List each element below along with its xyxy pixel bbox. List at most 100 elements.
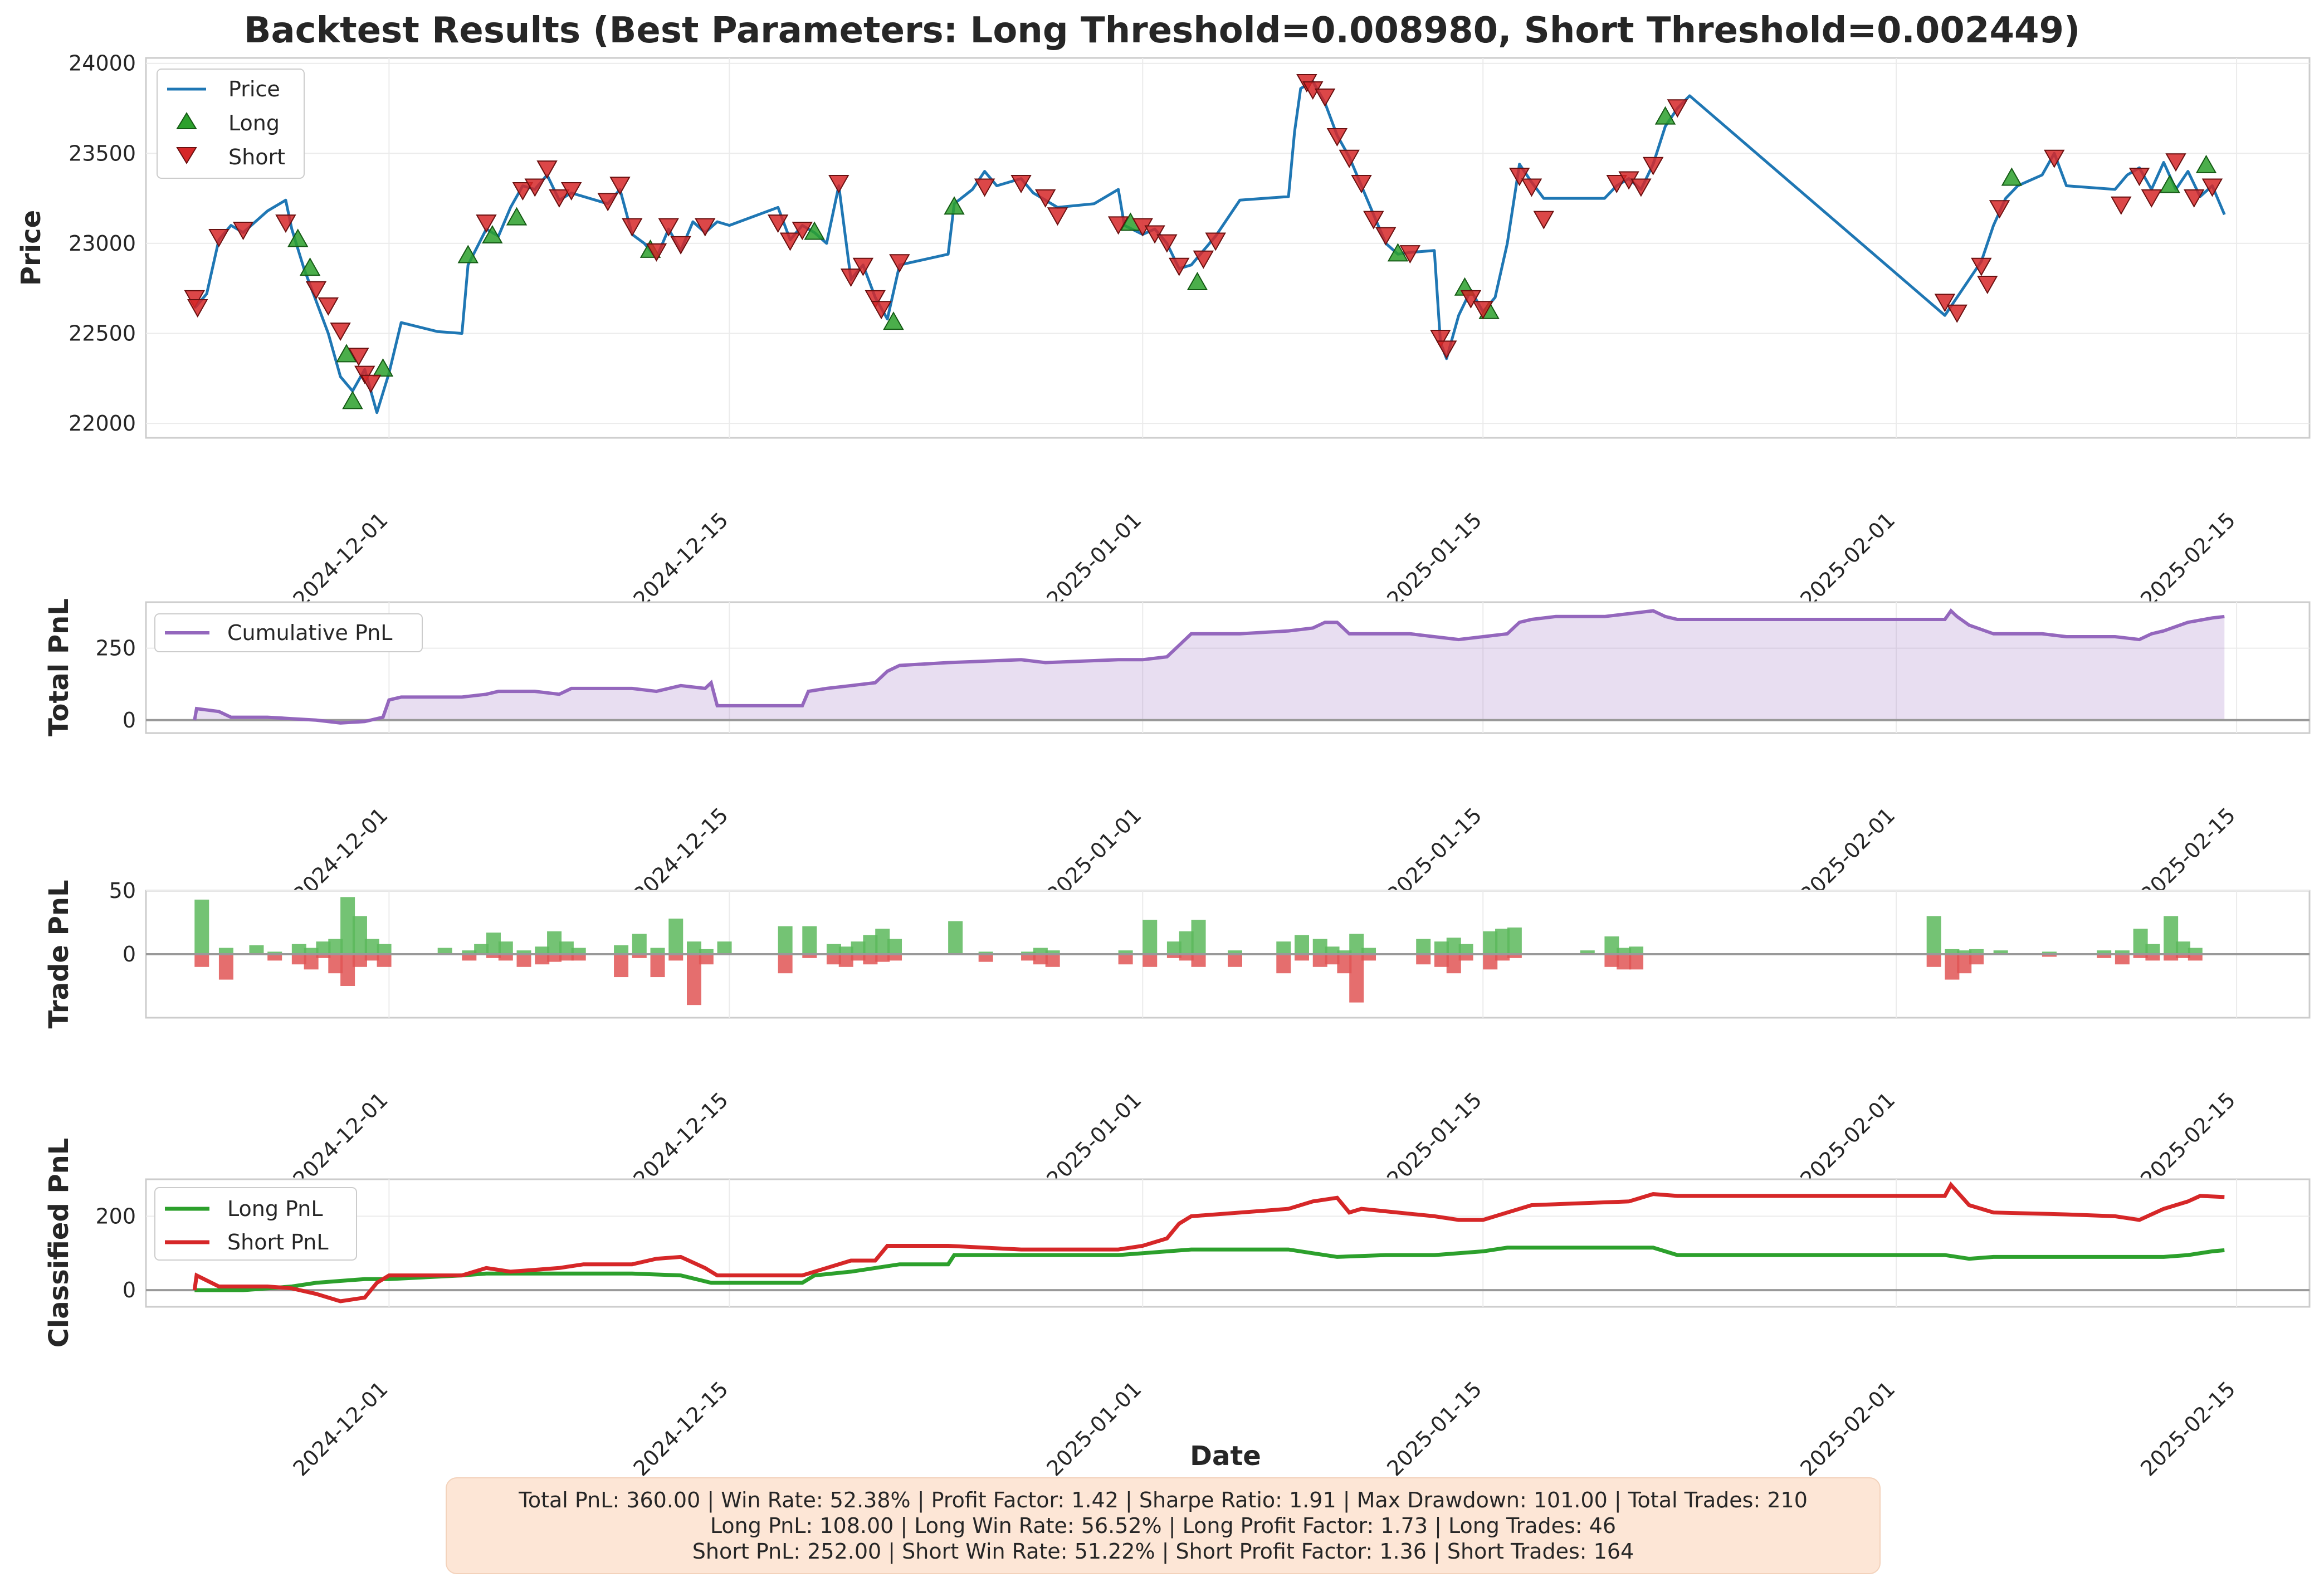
short-marker — [1375, 227, 1397, 246]
short-marker — [330, 323, 351, 341]
trade-bar-positive — [559, 941, 574, 954]
trade-bar-negative — [1045, 954, 1060, 967]
trade-bar-positive — [1337, 950, 1352, 954]
trade-bar-negative — [1033, 954, 1048, 965]
trade-bar-positive — [1495, 929, 1510, 954]
trade-bar-negative — [2164, 954, 2179, 961]
short-marker — [1971, 257, 1992, 276]
x-tick-label: 2025-01-01 — [1042, 1376, 1146, 1481]
trade-bar-negative — [887, 954, 902, 961]
trade-bar-positive — [516, 950, 531, 954]
short-marker — [1977, 276, 1998, 295]
long-marker — [287, 228, 309, 247]
long-marker — [2001, 167, 2023, 186]
short-marker — [1144, 225, 1165, 244]
trade-bar-positive — [1021, 951, 1036, 954]
trade-bar-negative — [668, 954, 683, 961]
trade-bar-positive — [2115, 950, 2130, 954]
summary-line-short: Short PnL: 252.00 | Short Win Rate: 51.2… — [692, 1539, 1634, 1564]
trade-bar-positive — [1349, 934, 1364, 954]
short-marker — [2044, 149, 2065, 168]
short-marker — [889, 254, 910, 273]
short-marker — [1351, 175, 1372, 194]
trade-bar-positive — [291, 944, 306, 954]
trade-bar-positive — [328, 939, 343, 954]
trade-bar-negative — [1926, 954, 1941, 967]
y-tick-label: 23500 — [69, 141, 136, 165]
trade-bar-positive — [1143, 920, 1158, 954]
trade-bar-negative — [2145, 954, 2160, 961]
trade-bar-positive — [249, 945, 264, 954]
trade-bar-positive — [2042, 951, 2057, 954]
trade-bar-negative — [218, 954, 233, 980]
trade-bar-negative — [778, 954, 793, 974]
trade-bar-negative — [1118, 954, 1133, 965]
short-marker — [2183, 189, 2205, 208]
short-marker — [305, 281, 327, 300]
y-tick-label: 22000 — [69, 411, 136, 436]
long-marker — [299, 257, 321, 276]
short-marker — [865, 290, 886, 309]
short-marker — [1363, 211, 1384, 230]
trade-bar-negative — [863, 954, 878, 965]
x-tick-label: 2025-01-15 — [1382, 507, 1486, 612]
trade-bar-negative — [267, 954, 282, 961]
x-tick-label: 2025-02-01 — [1795, 507, 1900, 612]
trade-bar-negative — [364, 954, 379, 961]
x-tick-label: 2024-12-01 — [288, 1376, 392, 1481]
trade-bar-positive — [352, 916, 367, 954]
plot-frame — [145, 601, 2311, 734]
y-axis-label: Trade PnL — [43, 880, 75, 1028]
trade-bar-positive — [1629, 946, 1644, 954]
short-marker — [1205, 232, 1226, 251]
trade-bar-negative — [2175, 954, 2190, 958]
y-tick-label: 24000 — [69, 51, 136, 76]
trade-bar-negative — [1629, 954, 1644, 970]
trade-bar-positive — [838, 946, 853, 954]
long-marker — [1654, 106, 1676, 125]
short-marker — [1339, 149, 1360, 168]
y-axis-label: Total PnL — [43, 598, 75, 736]
trade-bar-negative — [1507, 954, 1522, 958]
short-pnl-line — [192, 1181, 2225, 1303]
trade-bar-negative — [1295, 954, 1310, 961]
trade-bar-negative — [316, 954, 331, 958]
long-marker — [482, 224, 503, 243]
trade-bar-negative — [687, 954, 701, 1005]
short-marker — [779, 232, 801, 251]
legend-label: Long PnL — [227, 1197, 323, 1221]
x-tick-label: 2025-01-15 — [1382, 1087, 1486, 1192]
x-tick-label: 2025-02-01 — [1795, 1087, 1900, 1192]
short-marker — [232, 222, 254, 241]
x-axis-label: Date — [1190, 1441, 1261, 1472]
trade-bar-negative — [1458, 954, 1473, 961]
trade-bar-positive — [687, 941, 701, 954]
trade-bar-positive — [1179, 931, 1194, 954]
trade-bar-positive — [1945, 949, 1960, 954]
trade-bar-negative — [2133, 954, 2148, 958]
trade-bar-positive — [535, 946, 550, 954]
trade-bar-negative — [1276, 954, 1291, 974]
trade-bar-positive — [1993, 950, 2008, 954]
trade-bar-negative — [1337, 954, 1352, 974]
trade-bar-positive — [498, 941, 513, 954]
trade-bar-positive — [1295, 935, 1310, 954]
y-tick-label: 50 — [109, 878, 136, 903]
trade-bar-positive — [717, 941, 732, 954]
y-axis-label: Classified PnL — [43, 1138, 75, 1348]
x-tick-label: 2024-12-15 — [628, 507, 733, 612]
trade-bar-negative — [1143, 954, 1158, 967]
price-line — [193, 80, 2226, 414]
short-marker — [560, 182, 582, 201]
trade-bar-negative — [1228, 954, 1242, 967]
summary-line-overall: Total PnL: 360.00 | Win Rate: 52.38% | P… — [519, 1488, 1808, 1512]
plot-frame — [145, 57, 2311, 439]
trade-bar-negative — [304, 954, 319, 970]
trade-bar-negative — [516, 954, 531, 967]
long-marker — [1387, 243, 1409, 262]
trade-bar-positive — [1580, 950, 1595, 954]
trade-bar-negative — [1361, 954, 1376, 961]
long-marker — [2195, 154, 2217, 173]
trade-bar-negative — [328, 954, 343, 974]
trade-bar-positive — [377, 944, 392, 954]
